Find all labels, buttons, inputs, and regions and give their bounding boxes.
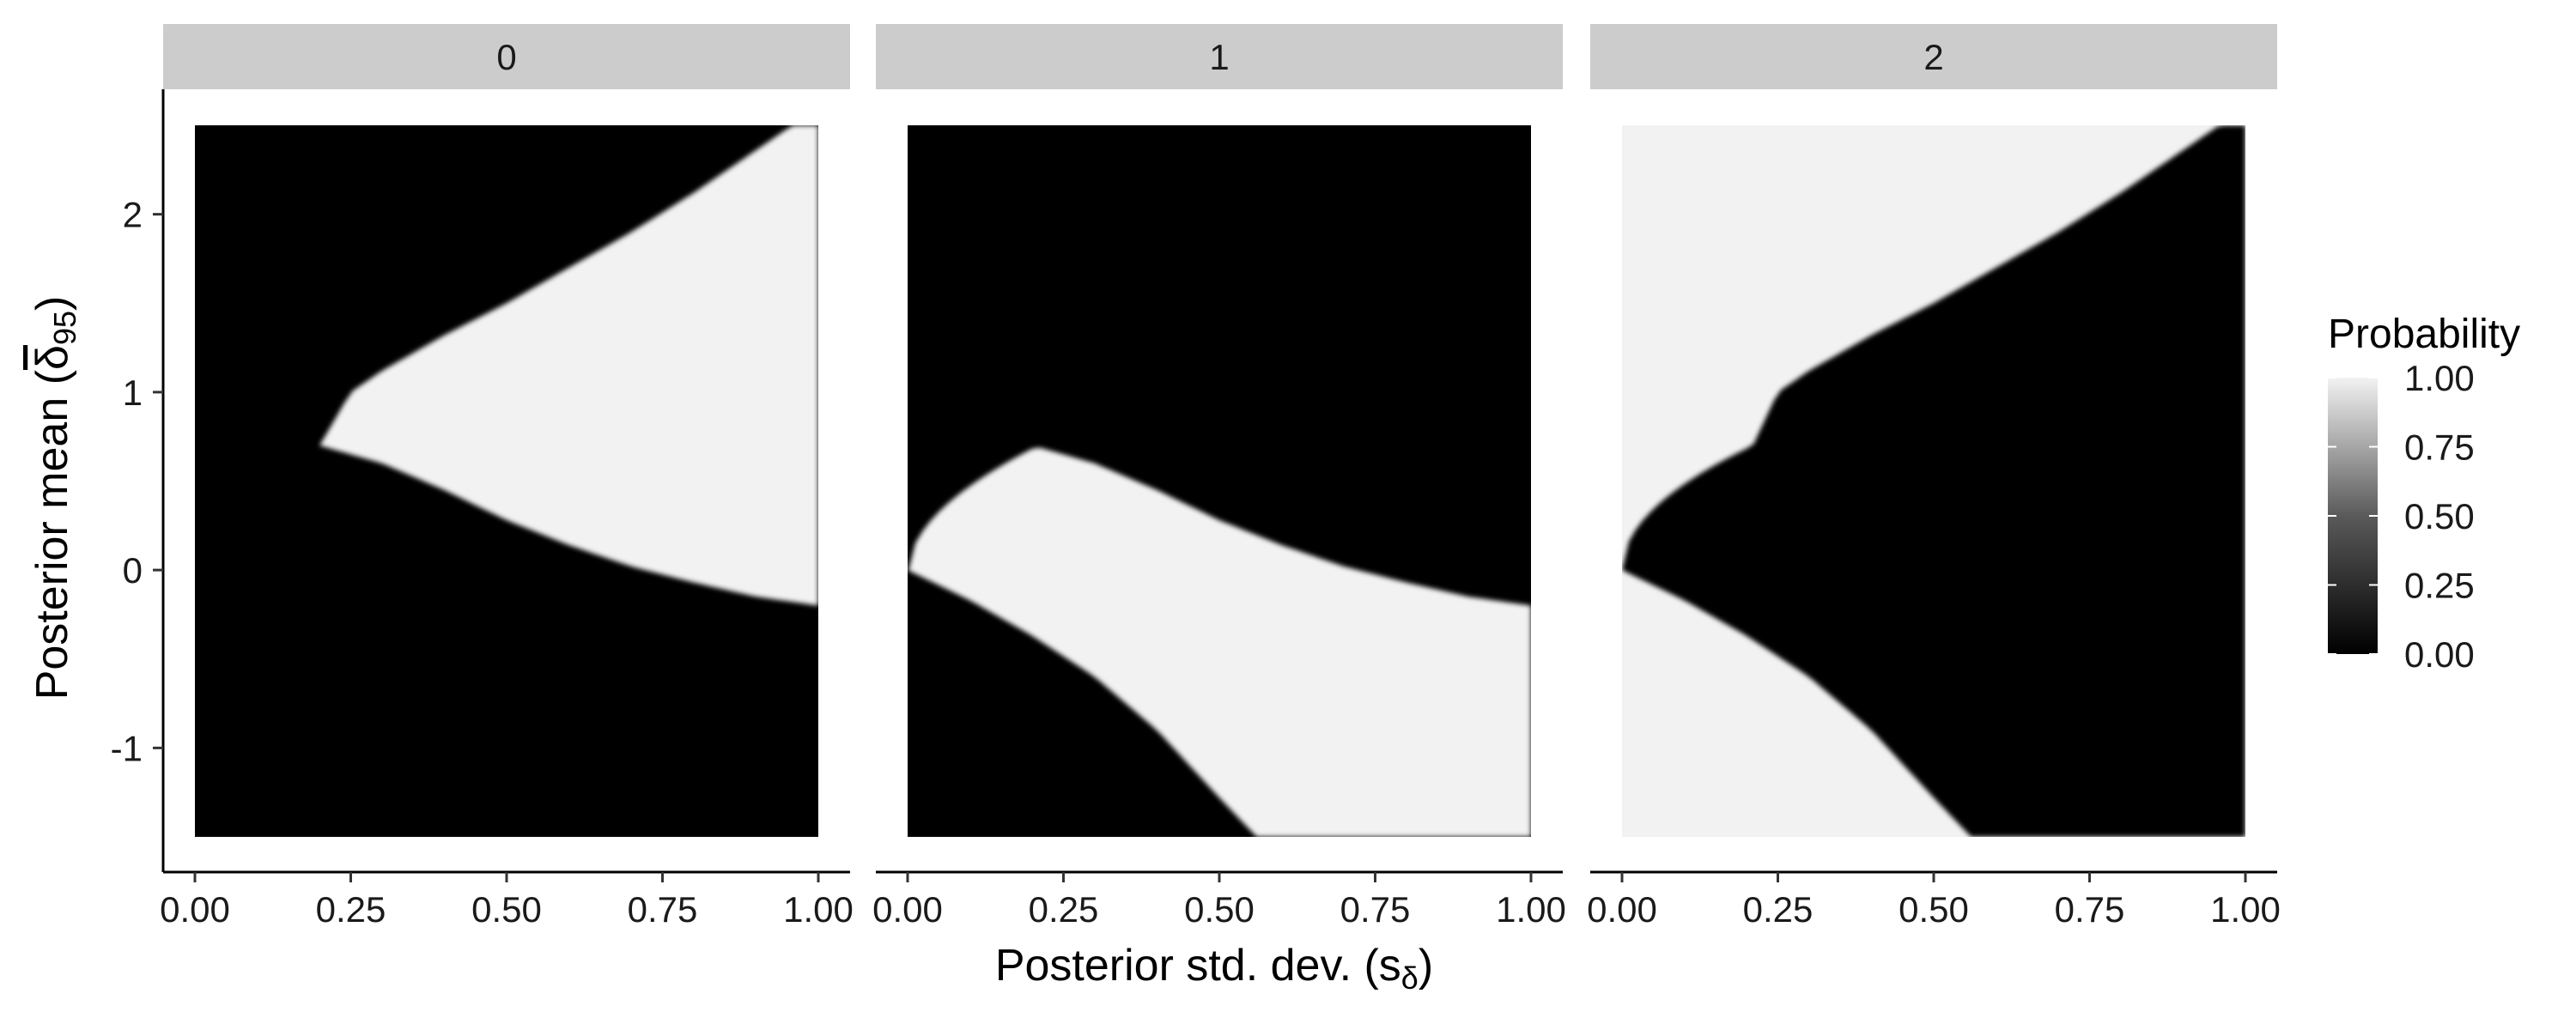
y-tick-label: -1 xyxy=(111,728,143,768)
x-tick-label: 0.75 xyxy=(1340,889,1411,930)
x-tick-label: 0.25 xyxy=(1029,889,1099,930)
facet-strip xyxy=(1590,24,2277,89)
y-axis: -1 0 1 2 xyxy=(111,89,165,872)
x-tick-label: 0.50 xyxy=(471,889,542,930)
x-tick-label: 1.00 xyxy=(2210,889,2281,930)
facet-panel-2: 2 xyxy=(1590,24,2277,837)
facet-panels: 0 1 2 xyxy=(163,24,2277,837)
y-tick-label: 2 xyxy=(123,195,143,235)
legend-title: Probability xyxy=(2328,312,2520,357)
x-tick-label: 0.00 xyxy=(160,889,230,930)
legend: Probability 1.00 0.75 0.50 0.25 0.00 xyxy=(2328,312,2520,675)
x-axis-title: Posterior std. dev. (sδ) xyxy=(995,941,1433,996)
heatmap-area xyxy=(195,125,818,837)
x-tick-label: 0.25 xyxy=(316,889,386,930)
x-tick-label: 0.00 xyxy=(872,889,943,930)
y-tick-label: 1 xyxy=(123,373,143,413)
x-tick-label: 0.50 xyxy=(1184,889,1255,930)
x-tick-label: 0.75 xyxy=(2055,889,2125,930)
legend-ticks: 1.00 0.75 0.50 0.25 0.00 xyxy=(2328,358,2475,675)
facet-panel-0: 0 xyxy=(163,24,850,837)
legend-label: 0.50 xyxy=(2404,496,2475,536)
x-tick-label: 0.00 xyxy=(1587,889,1657,930)
facet-strip xyxy=(876,24,1563,89)
legend-label: 0.75 xyxy=(2404,427,2475,468)
x-tick-label: 0.75 xyxy=(628,889,698,930)
legend-label: 1.00 xyxy=(2404,358,2475,398)
high-probability-region xyxy=(908,447,1531,837)
legend-label: 0.25 xyxy=(2404,566,2475,606)
low-probability-region xyxy=(1622,125,2245,837)
facet-strip xyxy=(163,24,850,89)
heatmap-area xyxy=(1622,125,2245,837)
heatmap-area xyxy=(908,125,1531,837)
x-tick-label: 0.50 xyxy=(1899,889,1969,930)
facet-panel-1: 1 xyxy=(876,24,1563,837)
facet-strip-label: 2 xyxy=(1923,37,1943,77)
facet-strip-label: 0 xyxy=(496,37,516,77)
x-tick-label: 1.00 xyxy=(783,889,854,930)
y-tick-label: 0 xyxy=(123,550,143,591)
y-axis-title: Posterior mean (δ95) xyxy=(27,296,82,700)
x-tick-label: 0.25 xyxy=(1743,889,1814,930)
high-probability-region xyxy=(319,125,818,606)
legend-label: 0.00 xyxy=(2404,634,2475,675)
facet-strip-label: 1 xyxy=(1209,37,1229,77)
x-tick-label: 1.00 xyxy=(1496,889,1566,930)
x-axes: 0.00 0.25 0.50 0.75 1.00 0.00 0.25 0.50 0.75 1.00… xyxy=(160,870,2281,930)
